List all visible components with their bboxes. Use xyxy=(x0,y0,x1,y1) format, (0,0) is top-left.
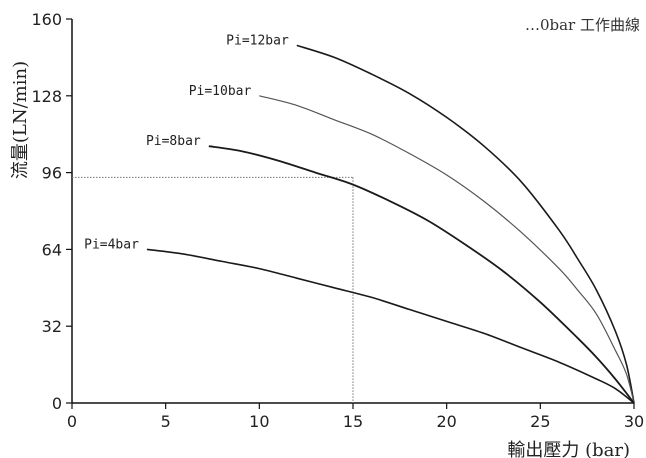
series-line xyxy=(259,95,635,404)
x-tick-label: 20 xyxy=(436,412,456,431)
y-ticks: 0 32 64 96 128 160 xyxy=(31,10,72,413)
series-label: Pi=8bar xyxy=(146,134,201,149)
y-tick-label: 160 xyxy=(31,10,62,29)
x-axis-title: 輸出壓力 (bar) xyxy=(507,440,630,458)
x-tick-label: 25 xyxy=(530,412,550,431)
y-tick-label: 0 xyxy=(52,394,62,413)
series-lines xyxy=(146,44,635,404)
y-tick-label: 128 xyxy=(31,87,62,106)
x-tick-label: 15 xyxy=(343,412,363,431)
x-ticks: 0 5 10 15 20 25 30 xyxy=(67,403,644,431)
y-axis-title: 流量(LN/min) xyxy=(10,61,31,179)
series-line xyxy=(146,248,635,404)
chart-title: …0bar 工作曲線 xyxy=(525,16,640,34)
x-tick-label: 30 xyxy=(624,412,644,431)
series-label: Pi=4bar xyxy=(84,237,139,252)
y-tick-label: 32 xyxy=(42,317,62,336)
series-label: Pi=12bar xyxy=(226,33,289,48)
annotations xyxy=(72,176,354,403)
x-tick-label: 0 xyxy=(67,412,77,431)
series-labels: Pi=12bar Pi=10bar Pi=8bar Pi=4bar xyxy=(84,33,289,252)
x-tick-label: 5 xyxy=(161,412,171,431)
y-tick-label: 64 xyxy=(42,240,62,259)
series-label: Pi=10bar xyxy=(189,84,252,99)
x-tick-label: 10 xyxy=(249,412,269,431)
y-tick-label: 96 xyxy=(42,164,62,183)
series-line xyxy=(208,145,635,404)
series-line xyxy=(296,44,635,404)
